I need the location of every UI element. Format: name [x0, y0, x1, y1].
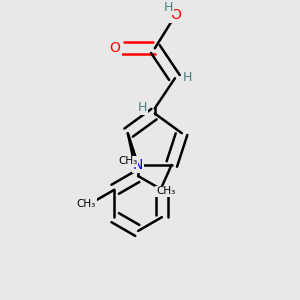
Text: CH₃: CH₃: [77, 199, 96, 209]
Text: O: O: [110, 41, 121, 55]
Text: O: O: [171, 8, 182, 22]
Text: H: H: [164, 1, 173, 14]
Text: CH₃: CH₃: [156, 186, 175, 196]
Text: CH₃: CH₃: [118, 156, 138, 167]
Text: H: H: [183, 71, 192, 84]
Text: N: N: [133, 158, 143, 172]
Text: H: H: [138, 101, 147, 114]
